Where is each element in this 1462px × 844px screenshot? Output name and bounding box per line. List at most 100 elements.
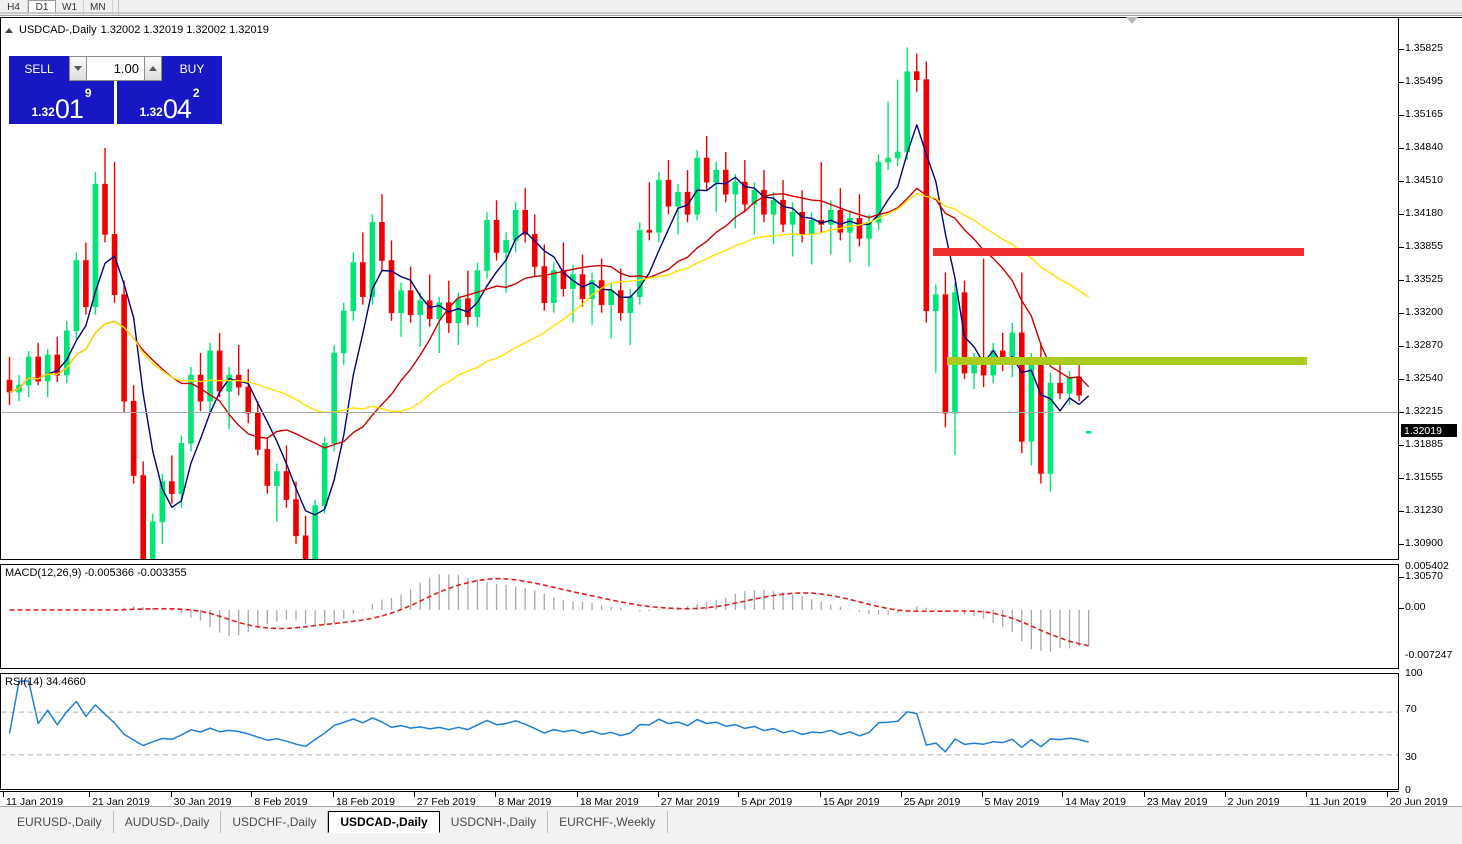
- price-chart-pane[interactable]: USDCAD-,Daily 1.32002 1.32019 1.32002 1.…: [0, 18, 1399, 560]
- time-axis-tick: [819, 792, 821, 797]
- toolbar-divider: [113, 0, 119, 15]
- time-axis-tick: [1224, 792, 1226, 797]
- macd-scale-tick: [1399, 608, 1404, 609]
- current-price-tag: 1.32019: [1401, 424, 1457, 437]
- macd-pane[interactable]: MACD(12,26,9) -0.005366 -0.003355: [0, 564, 1399, 669]
- timeframe-button-w1[interactable]: W1: [56, 0, 84, 15]
- tab-usdcnh-daily[interactable]: USDCNH-,Daily: [440, 811, 549, 833]
- price-scale-tick: [1399, 445, 1404, 446]
- time-axis-tick: [413, 792, 415, 797]
- time-axis-tick: [251, 792, 253, 797]
- price-scale-label: 1.34510: [1405, 174, 1443, 186]
- time-axis-label: 14 May 2019: [1065, 796, 1126, 808]
- chart-ohlc-values: 1.32002 1.32019 1.32002 1.32019: [100, 24, 269, 36]
- chart-symbol-header: USDCAD-,Daily 1.32002 1.32019 1.32002 1.…: [5, 24, 269, 36]
- time-axis-tick: [1143, 792, 1145, 797]
- time-axis-label: 18 Mar 2019: [579, 796, 639, 808]
- price-scale-tick: [1399, 82, 1404, 83]
- price-scale-tick: [1399, 49, 1404, 50]
- price-scale[interactable]: 1.35825 1.35495 1.35165 1.34840 1.34510 1.341…: [1399, 18, 1462, 804]
- tab-eurchf-weekly[interactable]: EURCHF-,Weekly: [548, 811, 668, 833]
- price-scale-tick: [1399, 478, 1404, 479]
- sell-price-prefix: 1.32: [31, 105, 55, 119]
- price-scale-tick: [1399, 511, 1404, 512]
- price-scale-tick: [1399, 379, 1404, 380]
- timeframe-button-d1[interactable]: D1: [28, 0, 56, 15]
- price-scale-tick: [1399, 313, 1404, 314]
- chart-scroll-marker-icon[interactable]: [1126, 17, 1138, 24]
- time-axis-label: 18 Feb 2019: [335, 796, 395, 808]
- rsi-scale-label: 70: [1405, 703, 1417, 715]
- time-axis-tick: [657, 792, 659, 797]
- volume-input[interactable]: 1.00: [87, 56, 144, 81]
- time-axis-label: 27 Feb 2019: [416, 796, 476, 808]
- price-scale-label: 1.33200: [1405, 306, 1443, 318]
- oct-price-row: 1.32 01 9 1.32 04 2: [9, 81, 222, 124]
- sell-price-fraction: 9: [84, 86, 92, 100]
- buy-price-prefix: 1.32: [139, 105, 163, 119]
- price-scale-tick: [1399, 115, 1404, 116]
- collapse-triangle-icon[interactable]: [5, 27, 13, 33]
- volume-stepper[interactable]: 1.00: [69, 56, 162, 81]
- price-scale-label: 1.31885: [1405, 438, 1443, 450]
- time-axis-tick: [1386, 792, 1388, 797]
- resistance-line: [933, 248, 1304, 256]
- price-scale-label: 1.32870: [1405, 339, 1443, 351]
- buy-price-big: 04: [162, 94, 192, 125]
- time-axis-label: 21 Jan 2019: [92, 796, 150, 808]
- chart-frame: USDCAD-,Daily 1.32002 1.32019 1.32002 1.…: [0, 17, 1462, 808]
- time-axis: 11 Jan 2019 21 Jan 2019 30 Jan 2019 8 Feb 2…: [0, 791, 1448, 813]
- rsi-scale-label: 0: [1405, 784, 1411, 796]
- price-scale-tick: [1399, 214, 1404, 215]
- buy-price-fraction: 2: [192, 86, 200, 100]
- time-axis-tick: [495, 792, 497, 797]
- price-scale-label: 1.33525: [1405, 273, 1443, 285]
- sell-price-display[interactable]: 1.32 01 9: [9, 81, 114, 124]
- price-scale-tick: [1399, 280, 1404, 281]
- support-line: [947, 357, 1307, 365]
- volume-increment-icon[interactable]: [144, 56, 162, 81]
- time-axis-tick: [576, 792, 578, 797]
- tab-eurusd-daily[interactable]: EURUSD-,Daily: [6, 811, 114, 833]
- sell-price-big: 01: [54, 94, 84, 125]
- timeframe-button-mn[interactable]: MN: [84, 0, 113, 15]
- current-price-line: [1, 412, 1398, 413]
- time-axis-tick: [738, 792, 740, 797]
- buy-price-display[interactable]: 1.32 04 2: [117, 81, 222, 124]
- time-axis-label: 2 Jun 2019: [1227, 796, 1280, 808]
- price-scale-label: 1.34180: [1405, 207, 1443, 219]
- tab-usdcad-daily[interactable]: USDCAD-,Daily: [328, 811, 440, 833]
- tab-audusd-daily[interactable]: AUDUSD-,Daily: [114, 811, 222, 833]
- time-axis-label: 15 Apr 2019: [822, 796, 880, 808]
- one-click-trading-panel[interactable]: SELL 1.00 BUY 1.32 01 9 1.32 04 2: [9, 56, 222, 124]
- time-axis-tick: [89, 792, 91, 797]
- buy-button[interactable]: BUY: [162, 56, 222, 81]
- price-scale-label: 1.35495: [1405, 75, 1443, 87]
- price-scale-tick: [1399, 148, 1404, 149]
- price-scale-tick: [1399, 412, 1404, 413]
- time-axis-tick: [900, 792, 902, 797]
- tab-usdchf-daily[interactable]: USDCHF-,Daily: [221, 811, 329, 833]
- rsi-header-label: RSI(14) 34.4660: [5, 676, 86, 688]
- time-axis-tick: [170, 792, 172, 797]
- price-scale-label: 1.32215: [1405, 405, 1443, 417]
- volume-decrement-icon[interactable]: [69, 56, 87, 81]
- macd-plot: [9, 574, 1090, 652]
- timeframe-button-h4[interactable]: H4: [0, 0, 28, 15]
- macd-scale-label: 0.005402: [1405, 560, 1449, 572]
- price-scale-label: 1.35165: [1405, 108, 1443, 120]
- price-scale-label: 1.31230: [1405, 504, 1443, 516]
- chart-tab-bar: EURUSD-,Daily AUDUSD-,Daily USDCHF-,Dail…: [0, 806, 1462, 844]
- price-scale-label: 1.33855: [1405, 240, 1443, 252]
- price-scale-label: 1.34840: [1405, 141, 1443, 153]
- rsi-pane[interactable]: RSI(14) 34.4660: [0, 673, 1399, 790]
- time-axis-tick: [1062, 792, 1064, 797]
- rsi-scale-label: 100: [1405, 667, 1423, 679]
- time-axis-label: 23 May 2019: [1146, 796, 1208, 808]
- price-scale-label: 1.32540: [1405, 372, 1443, 384]
- time-axis-label: 5 Apr 2019: [741, 796, 793, 808]
- macd-scale-label: -0.007247: [1405, 649, 1453, 661]
- price-scale-label: 1.31555: [1405, 471, 1443, 483]
- oct-top-row: SELL 1.00 BUY: [9, 56, 222, 81]
- sell-button[interactable]: SELL: [9, 56, 69, 81]
